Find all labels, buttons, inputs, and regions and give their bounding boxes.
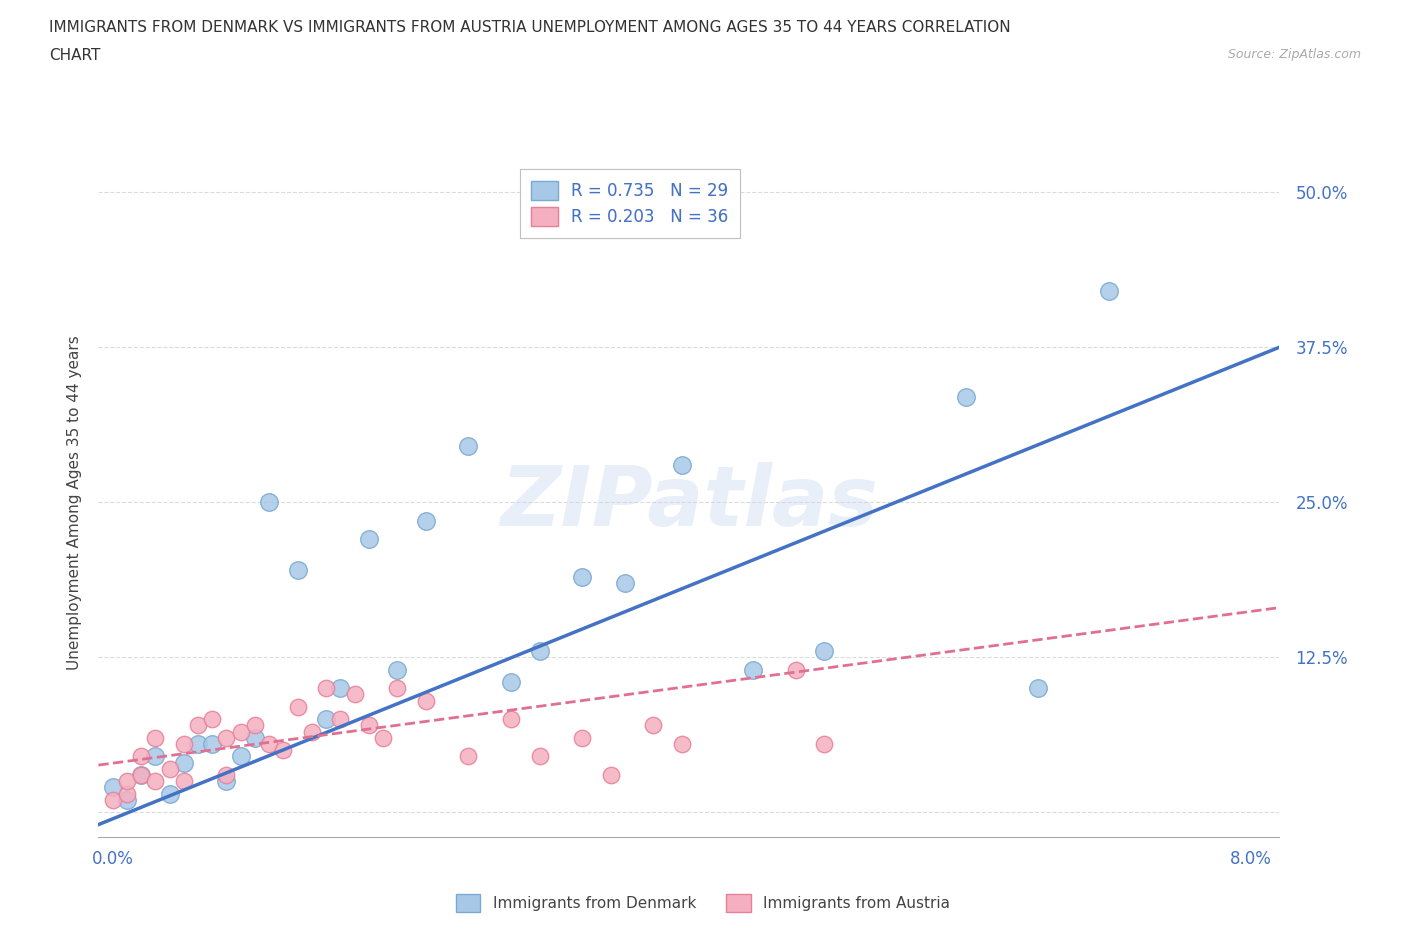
Point bbox=[499, 674, 522, 689]
Point bbox=[329, 681, 352, 696]
Legend: R = 0.735   N = 29, R = 0.203   N = 36: R = 0.735 N = 29, R = 0.203 N = 36 bbox=[520, 169, 740, 237]
Point bbox=[357, 718, 380, 733]
Point bbox=[243, 730, 266, 745]
Point bbox=[115, 792, 138, 807]
Point bbox=[115, 774, 138, 789]
Point bbox=[813, 737, 835, 751]
Point bbox=[387, 681, 409, 696]
Point bbox=[257, 737, 280, 751]
Point bbox=[129, 749, 152, 764]
Point bbox=[529, 749, 551, 764]
Text: ZIPatlas: ZIPatlas bbox=[501, 461, 877, 543]
Point bbox=[273, 743, 295, 758]
Point bbox=[159, 786, 181, 801]
Text: IMMIGRANTS FROM DENMARK VS IMMIGRANTS FROM AUSTRIA UNEMPLOYMENT AMONG AGES 35 TO: IMMIGRANTS FROM DENMARK VS IMMIGRANTS FR… bbox=[49, 20, 1011, 35]
Point bbox=[115, 786, 138, 801]
Point bbox=[571, 730, 593, 745]
Point bbox=[143, 774, 166, 789]
Text: Source: ZipAtlas.com: Source: ZipAtlas.com bbox=[1227, 48, 1361, 61]
Point bbox=[813, 644, 835, 658]
Point bbox=[571, 569, 593, 584]
Point bbox=[499, 711, 522, 726]
Point bbox=[357, 532, 380, 547]
Point bbox=[143, 749, 166, 764]
Point bbox=[101, 792, 124, 807]
Point bbox=[457, 439, 479, 454]
Point bbox=[599, 767, 621, 782]
Point bbox=[529, 644, 551, 658]
Point bbox=[671, 737, 693, 751]
Point bbox=[243, 718, 266, 733]
Point bbox=[129, 767, 152, 782]
Point bbox=[215, 730, 238, 745]
Point bbox=[201, 737, 224, 751]
Point bbox=[201, 711, 224, 726]
Point bbox=[457, 749, 479, 764]
Point bbox=[387, 662, 409, 677]
Point bbox=[415, 513, 437, 528]
Point bbox=[173, 774, 195, 789]
Point bbox=[215, 774, 238, 789]
Point bbox=[371, 730, 394, 745]
Point bbox=[215, 767, 238, 782]
Text: CHART: CHART bbox=[49, 48, 101, 63]
Point bbox=[187, 737, 209, 751]
Point bbox=[343, 687, 366, 702]
Point bbox=[643, 718, 665, 733]
Point bbox=[187, 718, 209, 733]
Point bbox=[955, 390, 977, 405]
Point bbox=[671, 458, 693, 472]
Point bbox=[159, 762, 181, 777]
Legend: Immigrants from Denmark, Immigrants from Austria: Immigrants from Denmark, Immigrants from… bbox=[450, 888, 956, 918]
Point bbox=[101, 780, 124, 795]
Point bbox=[173, 737, 195, 751]
Point bbox=[1026, 681, 1049, 696]
Point bbox=[301, 724, 323, 739]
Point bbox=[415, 693, 437, 708]
Point bbox=[315, 681, 337, 696]
Point bbox=[315, 711, 337, 726]
Point bbox=[143, 730, 166, 745]
Y-axis label: Unemployment Among Ages 35 to 44 years: Unemployment Among Ages 35 to 44 years bbox=[66, 335, 82, 670]
Point bbox=[129, 767, 152, 782]
Point bbox=[173, 755, 195, 770]
Point bbox=[287, 699, 309, 714]
Point bbox=[742, 662, 765, 677]
Point bbox=[229, 749, 252, 764]
Point bbox=[613, 576, 636, 591]
Point bbox=[257, 495, 280, 510]
Point bbox=[1098, 284, 1121, 299]
Point bbox=[229, 724, 252, 739]
Point bbox=[329, 711, 352, 726]
Point bbox=[287, 563, 309, 578]
Point bbox=[785, 662, 807, 677]
